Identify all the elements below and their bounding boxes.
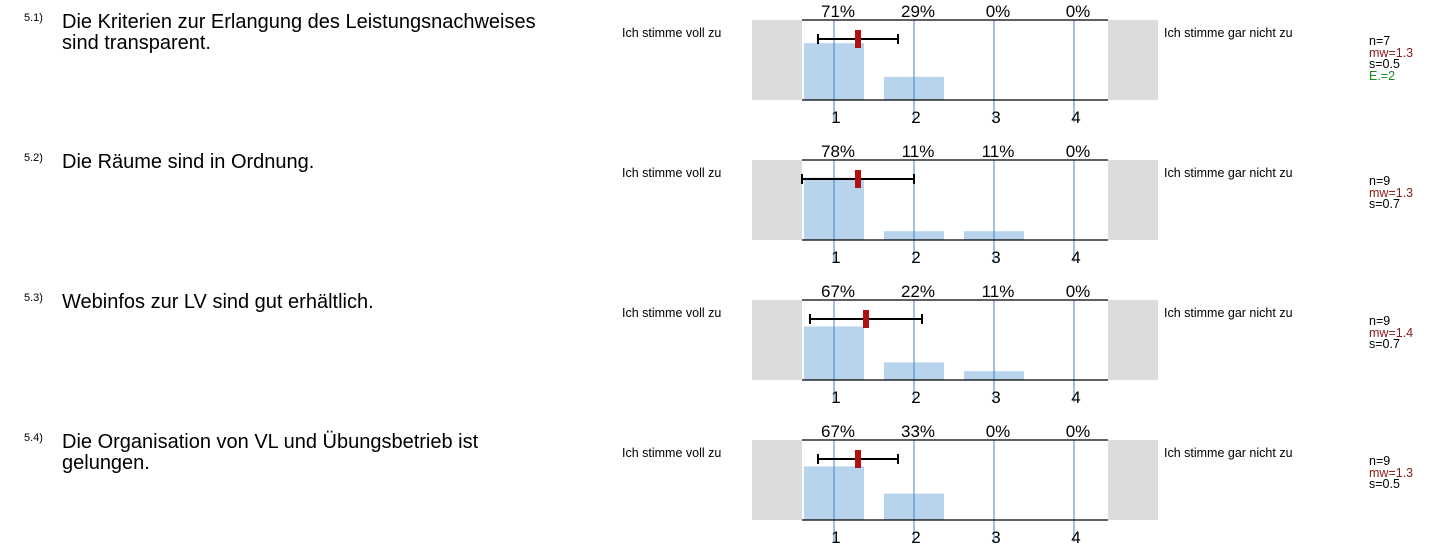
gray-side-box-right xyxy=(1108,300,1158,380)
tick-label: 3 xyxy=(991,248,1000,267)
percent-label: 67% xyxy=(821,422,855,441)
stat-s: s=0.7 xyxy=(1369,197,1400,211)
question-item-2: 5.2) Die Räume sind in Ordnung. Ich stim… xyxy=(0,140,1436,280)
stat-mw: mw=1.4 xyxy=(1369,325,1414,340)
stat-n: n=9 xyxy=(1369,454,1391,468)
mean-marker xyxy=(863,310,869,328)
percent-label: 11% xyxy=(902,142,935,161)
question-text: Die Organisation von VL und Übungsbetrie… xyxy=(62,431,479,474)
question-number: 5.3) xyxy=(24,292,43,304)
tick-label: 1 xyxy=(831,108,840,127)
stat-mw: mw=1.3 xyxy=(1369,465,1414,480)
stat-s: s=0.7 xyxy=(1369,337,1400,351)
percent-label: 29% xyxy=(901,2,935,21)
percent-label: 0% xyxy=(986,2,1011,21)
percent-label: 0% xyxy=(1066,2,1091,21)
gray-side-box-left xyxy=(752,440,802,520)
question-text: Die Räume sind in Ordnung. xyxy=(62,151,315,173)
tick-label: 4 xyxy=(1071,388,1080,407)
tick-label: 2 xyxy=(911,388,920,407)
tick-label: 4 xyxy=(1071,108,1080,127)
tick-label: 3 xyxy=(991,528,1000,547)
scale-right-label: Ich stimme gar nicht zu xyxy=(1164,166,1293,180)
gray-side-box-right xyxy=(1108,440,1158,520)
stat-n: n=9 xyxy=(1369,174,1391,188)
rating-chart-2: 78% 11% 11% 0% 1 2 3 4 xyxy=(752,142,1158,267)
tick-label: 1 xyxy=(831,248,840,267)
gray-side-box-right xyxy=(1108,20,1158,100)
question-item-4: 5.4) Die Organisation von VL und Übungsb… xyxy=(0,420,1436,560)
question-text: Die Kriterien zur Erlangung des Leistung… xyxy=(62,11,536,54)
question-text: Webinfos zur LV sind gut erhältlich. xyxy=(62,291,374,313)
percent-label: 78% xyxy=(821,142,855,161)
gray-side-box-left xyxy=(752,20,802,100)
percent-label: 0% xyxy=(1066,142,1091,161)
rating-chart-1: 71% 29% 0% 0% 1 2 3 4 xyxy=(752,2,1158,127)
percent-label: 22% xyxy=(901,282,935,301)
question-item-1: 5.1) Die Kriterien zur Erlangung des Lei… xyxy=(0,0,1436,140)
mean-marker xyxy=(855,170,861,188)
tick-label: 2 xyxy=(911,248,920,267)
scale-left-label: Ich stimme voll zu xyxy=(622,166,722,180)
question-number: 5.1) xyxy=(24,12,43,24)
stat-n: n=9 xyxy=(1369,314,1391,328)
stat-n: n=7 xyxy=(1369,34,1391,48)
tick-label: 3 xyxy=(991,108,1000,127)
question-item-3: 5.3) Webinfos zur LV sind gut erhältlich… xyxy=(0,280,1436,420)
tick-label: 4 xyxy=(1071,528,1080,547)
gray-side-box-right xyxy=(1108,160,1158,240)
percent-label: 0% xyxy=(1066,422,1091,441)
percent-label: 67% xyxy=(821,282,855,301)
tick-label: 2 xyxy=(911,108,920,127)
stat-mw: mw=1.3 xyxy=(1369,185,1414,200)
percent-label: 71% xyxy=(821,2,855,21)
percent-label: 11% xyxy=(982,142,1015,161)
question-number: 5.2) xyxy=(24,152,43,164)
rating-chart-3: 67% 22% 11% 0% 1 2 3 4 xyxy=(752,282,1158,407)
mean-marker xyxy=(855,30,861,48)
percent-label: 0% xyxy=(986,422,1011,441)
tick-label: 2 xyxy=(911,528,920,547)
tick-label: 3 xyxy=(991,388,1000,407)
stats-block: n=9 mw=1.4 s=0.7 xyxy=(1369,314,1414,351)
tick-label: 4 xyxy=(1071,248,1080,267)
stat-s: s=0.5 xyxy=(1369,57,1400,71)
percent-label: 11% xyxy=(982,282,1015,301)
gray-side-box-left xyxy=(752,300,802,380)
scale-right-label: Ich stimme gar nicht zu xyxy=(1164,26,1293,40)
tick-label: 1 xyxy=(831,528,840,547)
gray-side-box-left xyxy=(752,160,802,240)
stats-block: n=7 mw=1.3 s=0.5 E.=2 xyxy=(1369,34,1414,83)
mean-marker xyxy=(855,450,861,468)
scale-left-label: Ich stimme voll zu xyxy=(622,306,722,320)
stat-e: E.=2 xyxy=(1369,68,1396,83)
scale-left-label: Ich stimme voll zu xyxy=(622,26,722,40)
rating-chart-4: 67% 33% 0% 0% 1 2 3 4 xyxy=(752,422,1158,547)
scale-left-label: Ich stimme voll zu xyxy=(622,446,722,460)
percent-label: 0% xyxy=(1066,282,1091,301)
tick-label: 1 xyxy=(831,388,840,407)
stats-block: n=9 mw=1.3 s=0.7 xyxy=(1369,174,1414,211)
scale-right-label: Ich stimme gar nicht zu xyxy=(1164,446,1293,460)
percent-label: 33% xyxy=(901,422,935,441)
stat-mw: mw=1.3 xyxy=(1369,45,1414,60)
stat-s: s=0.5 xyxy=(1369,477,1400,491)
question-number: 5.4) xyxy=(24,432,43,444)
stats-block: n=9 mw=1.3 s=0.5 xyxy=(1369,454,1414,491)
scale-right-label: Ich stimme gar nicht zu xyxy=(1164,306,1293,320)
